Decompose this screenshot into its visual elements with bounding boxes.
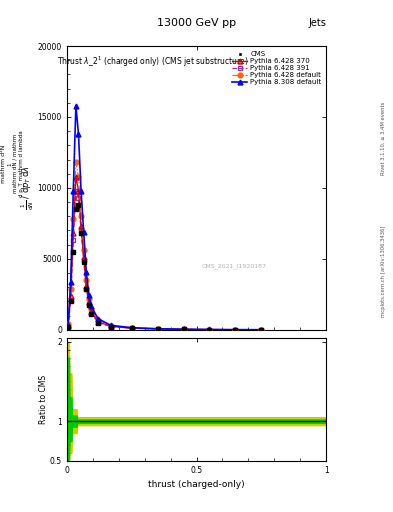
Y-axis label: $\frac{1}{\mathrm{d}N}$ / $\mathrm{d}p_T\,\mathrm{d}\lambda$: $\frac{1}{\mathrm{d}N}$ / $\mathrm{d}p_T… [20,166,36,210]
Text: CMS_2021_I1920187: CMS_2021_I1920187 [202,263,267,269]
Text: 13000 GeV pp: 13000 GeV pp [157,18,236,28]
Text: Jets: Jets [309,18,326,28]
Legend: CMS, Pythia 6.428 370, Pythia 6.428 391, Pythia 6.428 default, Pythia 8.308 defa: CMS, Pythia 6.428 370, Pythia 6.428 391,… [231,50,323,87]
X-axis label: thrust (charged-only): thrust (charged-only) [148,480,245,489]
Text: Thrust $\lambda\_2^1$ (charged only) (CMS jet substructure): Thrust $\lambda\_2^1$ (charged only) (CM… [57,55,248,69]
Text: 1
mathrm dN / mathrm
d p_T mathrm d lambda: 1 mathrm dN / mathrm d p_T mathrm d lamb… [7,131,24,197]
Text: mcplots.cern.ch [arXiv:1306.3436]: mcplots.cern.ch [arXiv:1306.3436] [381,226,386,317]
Text: mathrm d²N: mathrm d²N [2,145,6,183]
Y-axis label: Ratio to CMS: Ratio to CMS [39,375,48,424]
Text: Rivet 3.1.10, ≥ 3.4M events: Rivet 3.1.10, ≥ 3.4M events [381,101,386,175]
